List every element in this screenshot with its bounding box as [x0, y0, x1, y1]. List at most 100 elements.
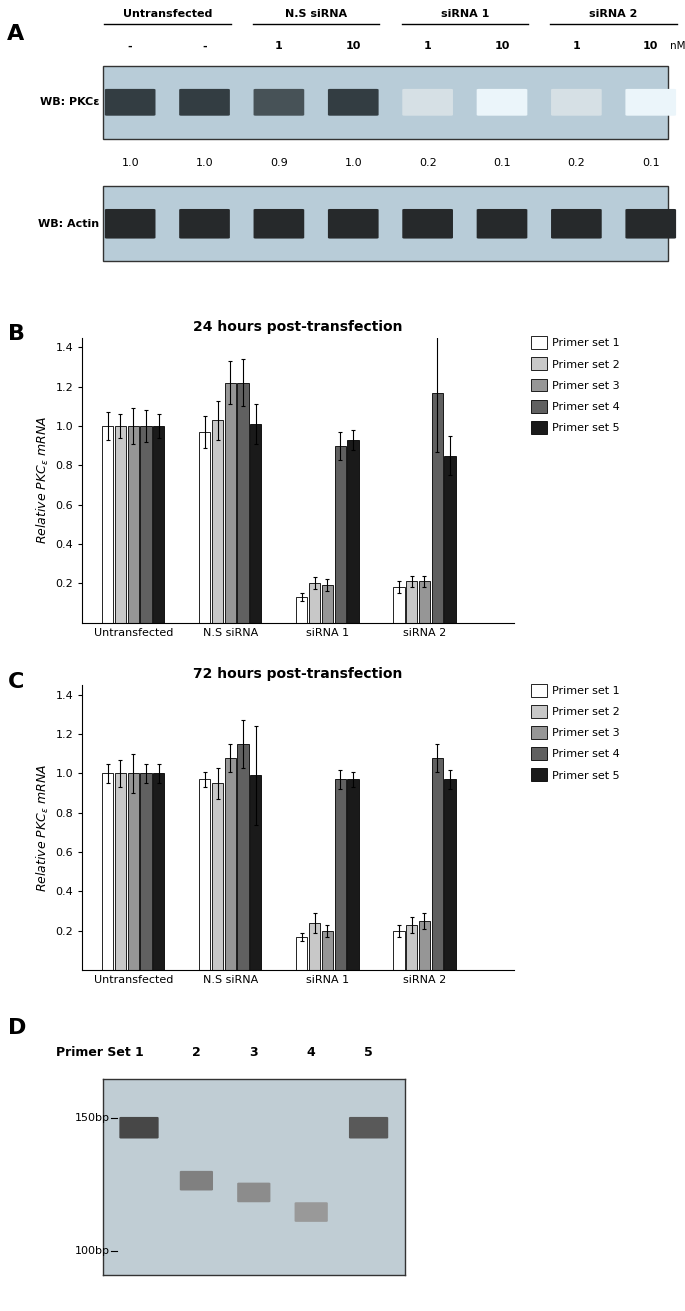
Text: 10: 10: [495, 42, 510, 51]
FancyBboxPatch shape: [295, 1202, 328, 1222]
FancyBboxPatch shape: [179, 89, 230, 115]
Text: siRNA 1: siRNA 1: [440, 9, 489, 18]
Text: nM: nM: [670, 42, 685, 51]
FancyBboxPatch shape: [551, 89, 601, 115]
Bar: [296, 598, 308, 623]
Text: 100bp: 100bp: [75, 1247, 110, 1256]
Bar: [238, 383, 249, 623]
FancyBboxPatch shape: [551, 208, 601, 239]
Text: 0.9: 0.9: [270, 159, 288, 168]
FancyBboxPatch shape: [253, 89, 304, 115]
Bar: [153, 773, 164, 970]
Y-axis label: Relative $PKC_\varepsilon$ mRNA: Relative $PKC_\varepsilon$ mRNA: [35, 416, 51, 544]
Bar: [296, 936, 308, 970]
FancyBboxPatch shape: [402, 89, 453, 115]
Bar: [406, 582, 417, 623]
Bar: [393, 587, 405, 623]
Text: 0.2: 0.2: [419, 159, 436, 168]
Bar: [212, 783, 223, 970]
FancyBboxPatch shape: [179, 1171, 213, 1190]
Text: 1: 1: [275, 42, 283, 51]
Text: Primer Set: Primer Set: [55, 1046, 130, 1059]
FancyBboxPatch shape: [477, 208, 527, 239]
FancyBboxPatch shape: [328, 208, 379, 239]
Title: 72 hours post-transfection: 72 hours post-transfection: [193, 667, 403, 680]
Bar: [347, 779, 358, 970]
Bar: [432, 758, 443, 970]
Bar: [225, 758, 236, 970]
Bar: [406, 926, 417, 970]
Text: 1: 1: [424, 42, 432, 51]
Bar: [153, 426, 164, 623]
Text: C: C: [8, 671, 25, 692]
Text: B: B: [8, 324, 25, 345]
Bar: [225, 383, 236, 623]
FancyBboxPatch shape: [119, 1117, 159, 1138]
Bar: [445, 779, 456, 970]
FancyBboxPatch shape: [625, 208, 676, 239]
Title: 24 hours post-transfection: 24 hours post-transfection: [193, 320, 403, 333]
FancyBboxPatch shape: [349, 1117, 388, 1138]
Bar: [115, 773, 126, 970]
Text: Untransfected: Untransfected: [123, 9, 212, 18]
Bar: [199, 779, 210, 970]
Bar: [445, 455, 456, 623]
Text: siRNA 2: siRNA 2: [589, 9, 638, 18]
Bar: [212, 420, 223, 623]
Bar: [334, 779, 346, 970]
Text: A: A: [7, 24, 24, 45]
Text: -: -: [128, 42, 132, 51]
Bar: [238, 743, 249, 970]
Bar: [140, 426, 151, 623]
Text: 1: 1: [573, 42, 580, 51]
Text: 2: 2: [192, 1046, 201, 1059]
Text: 5: 5: [364, 1046, 373, 1059]
Text: 1.0: 1.0: [121, 159, 139, 168]
Bar: [127, 426, 139, 623]
Bar: [102, 426, 113, 623]
Bar: [140, 773, 151, 970]
FancyBboxPatch shape: [625, 89, 676, 115]
Text: 0.2: 0.2: [567, 159, 585, 168]
Bar: [334, 446, 346, 623]
Text: 10: 10: [345, 42, 361, 51]
FancyBboxPatch shape: [105, 89, 155, 115]
FancyBboxPatch shape: [328, 89, 379, 115]
Y-axis label: Relative $PKC_\varepsilon$ mRNA: Relative $PKC_\varepsilon$ mRNA: [35, 763, 51, 891]
Text: 1.0: 1.0: [196, 159, 213, 168]
Text: D: D: [8, 1019, 27, 1038]
FancyBboxPatch shape: [237, 1183, 271, 1202]
Bar: [115, 426, 126, 623]
Bar: [103, 186, 668, 261]
Bar: [102, 773, 113, 970]
Bar: [309, 923, 320, 970]
Legend: Primer set 1, Primer set 2, Primer set 3, Primer set 4, Primer set 5: Primer set 1, Primer set 2, Primer set 3…: [527, 679, 625, 785]
Bar: [432, 393, 443, 623]
Bar: [309, 583, 320, 623]
FancyBboxPatch shape: [179, 208, 230, 239]
FancyBboxPatch shape: [105, 208, 155, 239]
Text: -: -: [202, 42, 207, 51]
Bar: [322, 585, 333, 623]
Bar: [393, 931, 405, 970]
Bar: [103, 66, 668, 139]
Text: 1: 1: [135, 1046, 143, 1059]
Bar: [419, 582, 430, 623]
FancyBboxPatch shape: [253, 208, 304, 239]
Bar: [347, 440, 358, 623]
Text: 10: 10: [643, 42, 658, 51]
Text: 150bp: 150bp: [75, 1113, 110, 1124]
Text: 1.0: 1.0: [345, 159, 362, 168]
Bar: [199, 433, 210, 623]
Text: WB: PKCε: WB: PKCε: [40, 97, 99, 108]
Bar: [419, 920, 430, 970]
Bar: [250, 425, 262, 623]
Legend: Primer set 1, Primer set 2, Primer set 3, Primer set 4, Primer set 5: Primer set 1, Primer set 2, Primer set 3…: [527, 332, 625, 438]
Bar: [322, 931, 333, 970]
Text: 0.1: 0.1: [642, 159, 660, 168]
Bar: [127, 773, 139, 970]
Text: 3: 3: [249, 1046, 258, 1059]
Text: WB: Actin: WB: Actin: [38, 219, 99, 228]
FancyBboxPatch shape: [402, 208, 453, 239]
Text: 0.1: 0.1: [493, 159, 511, 168]
